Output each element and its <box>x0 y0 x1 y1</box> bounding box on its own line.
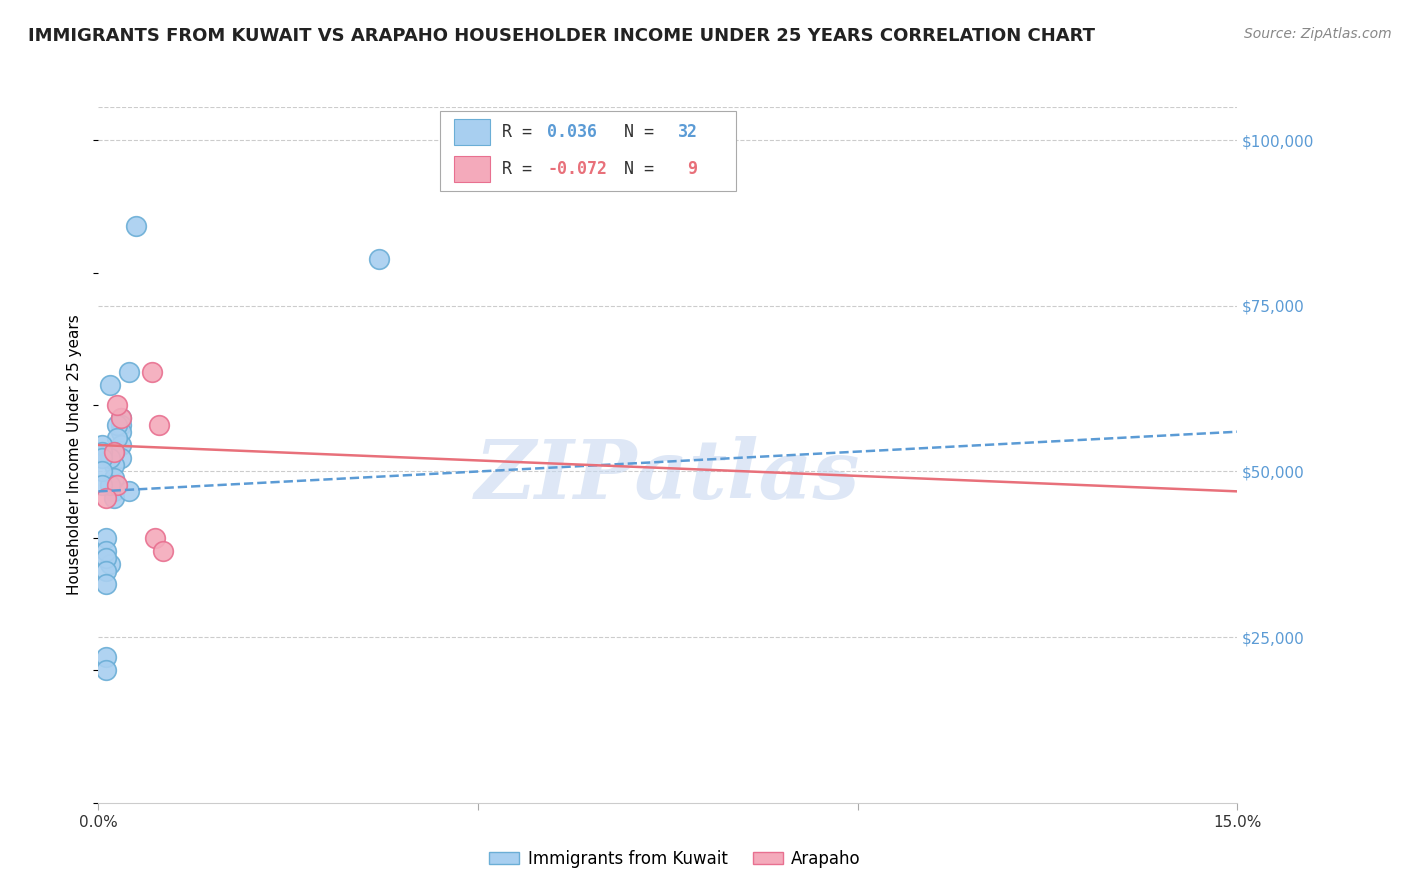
Point <box>110 418 132 433</box>
Text: R =: R = <box>502 123 551 141</box>
Point <box>103 491 125 505</box>
Text: Source: ZipAtlas.com: Source: ZipAtlas.com <box>1244 27 1392 41</box>
Text: 32: 32 <box>678 123 699 141</box>
Point <box>368 252 391 267</box>
Point <box>91 444 114 458</box>
Point <box>148 418 170 433</box>
Point <box>110 411 132 425</box>
Point <box>91 465 114 479</box>
Point <box>103 458 125 472</box>
Point <box>91 477 114 491</box>
Point <box>94 491 117 505</box>
Point <box>145 531 167 545</box>
Point <box>107 431 129 445</box>
Point <box>94 564 117 578</box>
Point <box>118 365 141 379</box>
Text: IMMIGRANTS FROM KUWAIT VS ARAPAHO HOUSEHOLDER INCOME UNDER 25 YEARS CORRELATION : IMMIGRANTS FROM KUWAIT VS ARAPAHO HOUSEH… <box>28 27 1095 45</box>
Point <box>94 663 117 677</box>
Text: 9: 9 <box>678 160 699 178</box>
Point <box>103 444 125 458</box>
Point <box>91 451 114 466</box>
Point <box>98 477 121 491</box>
Point <box>94 650 117 665</box>
Point <box>103 484 125 499</box>
Text: 0.036: 0.036 <box>547 123 598 141</box>
Point <box>107 477 129 491</box>
FancyBboxPatch shape <box>440 111 737 191</box>
Text: N =: N = <box>605 160 664 178</box>
Point <box>98 378 121 392</box>
Text: ZIPatlas: ZIPatlas <box>475 436 860 516</box>
Point <box>98 451 121 466</box>
Point <box>91 438 114 452</box>
Point <box>141 365 163 379</box>
Point <box>107 398 129 412</box>
Legend: Immigrants from Kuwait, Arapaho: Immigrants from Kuwait, Arapaho <box>482 844 868 875</box>
Point <box>94 531 117 545</box>
Y-axis label: Householder Income Under 25 years: Householder Income Under 25 years <box>67 315 83 595</box>
Point <box>94 577 117 591</box>
Point <box>110 438 132 452</box>
Point <box>152 544 174 558</box>
FancyBboxPatch shape <box>454 119 491 145</box>
Point <box>107 418 129 433</box>
Point <box>98 558 121 572</box>
Point <box>110 411 132 425</box>
Point <box>118 484 141 499</box>
Point <box>94 544 117 558</box>
Text: R =: R = <box>502 160 541 178</box>
Point <box>103 444 125 458</box>
Text: N =: N = <box>605 123 664 141</box>
Text: -0.072: -0.072 <box>547 160 607 178</box>
Point <box>125 219 148 234</box>
Point <box>110 451 132 466</box>
FancyBboxPatch shape <box>454 156 491 182</box>
Point <box>94 550 117 565</box>
Point <box>110 425 132 439</box>
Point <box>103 471 125 485</box>
